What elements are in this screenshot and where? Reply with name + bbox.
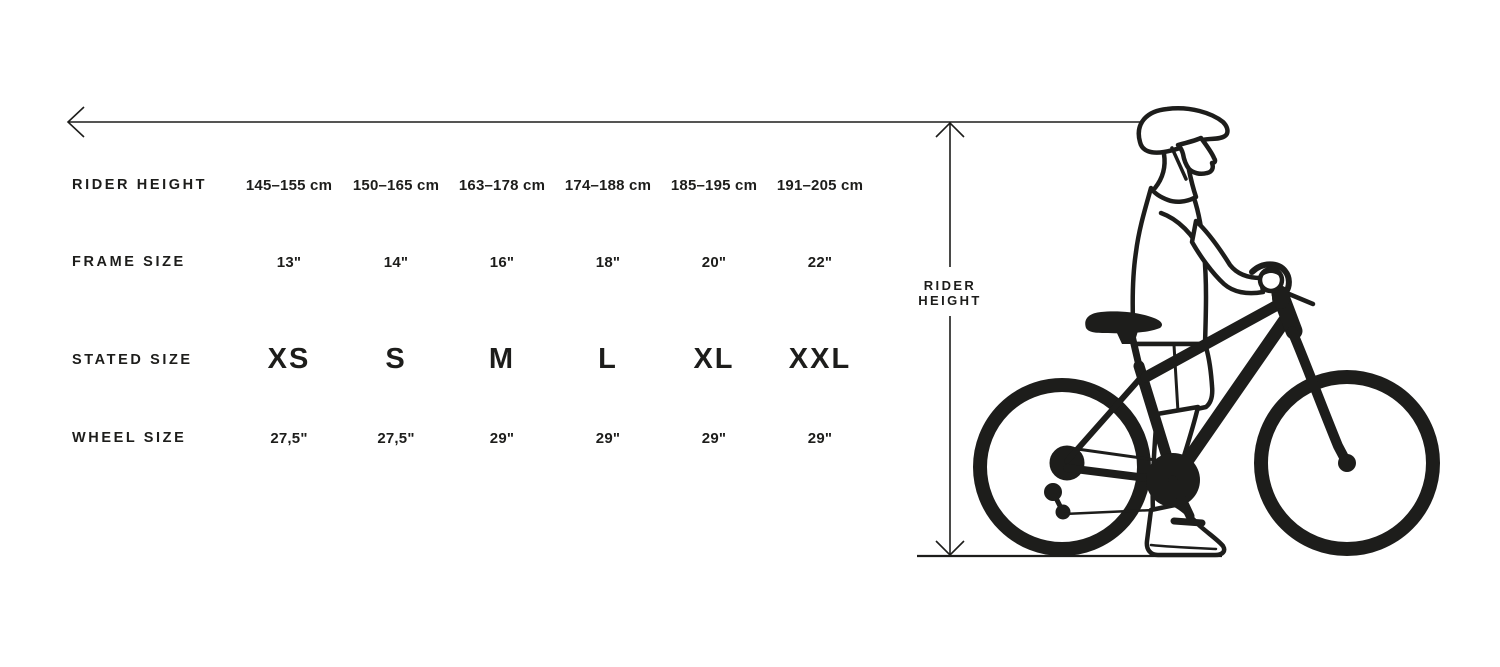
row-label-stated-size: STATED SIZE bbox=[72, 352, 193, 368]
rider-hand-group bbox=[1257, 266, 1285, 294]
table-cell: 20" bbox=[701, 254, 727, 271]
table-cell: 29" bbox=[595, 430, 621, 447]
stem-clamp bbox=[1272, 287, 1290, 309]
table-cell: XL bbox=[693, 343, 735, 375]
table-cell: 27,5" bbox=[377, 430, 415, 447]
rider-neck-back bbox=[1152, 151, 1167, 191]
rider-thumb-line bbox=[1261, 270, 1281, 276]
table-cell: 16" bbox=[489, 254, 515, 271]
pedal-icon bbox=[1170, 517, 1206, 527]
helmet-strap bbox=[1170, 146, 1188, 181]
front-wheel-icon bbox=[1254, 370, 1440, 556]
table-cell: 29" bbox=[489, 430, 515, 447]
bike-drivetrain-front bbox=[1085, 287, 1356, 527]
table-cell: 174–188 cm bbox=[564, 177, 652, 194]
rider-neck-front bbox=[1186, 167, 1199, 200]
derailleur-cage bbox=[1050, 490, 1066, 514]
fork bbox=[1287, 326, 1352, 468]
saddle-clamp bbox=[1116, 331, 1138, 344]
seat-stay bbox=[1064, 371, 1147, 464]
table-cell: 191–205 cm bbox=[776, 177, 864, 194]
table-cell: M bbox=[488, 343, 516, 375]
rider-hand bbox=[1257, 266, 1285, 294]
table-cell: XS bbox=[267, 343, 311, 375]
table-cell: XXL bbox=[788, 343, 852, 375]
table-cell: 27,5" bbox=[270, 430, 308, 447]
rider-height-measure-label: RIDER HEIGHT bbox=[890, 278, 1010, 308]
rider-face bbox=[1175, 135, 1218, 177]
rear-wheel-icon bbox=[973, 378, 1151, 556]
rider-shoe-sole-line bbox=[1149, 543, 1218, 551]
table-cell: 185–195 cm bbox=[670, 177, 758, 194]
brake-lever bbox=[1286, 291, 1316, 307]
handlebar-icon bbox=[1249, 261, 1292, 295]
measurement-arrows bbox=[66, 106, 1222, 558]
table-cell: 29" bbox=[701, 430, 727, 447]
table-cell: 14" bbox=[383, 254, 409, 271]
rider-arm bbox=[1189, 218, 1266, 296]
table-cell: S bbox=[385, 343, 407, 375]
table-cell: 13" bbox=[276, 254, 302, 271]
down-tube bbox=[1169, 310, 1294, 484]
table-cell: 163–178 cm bbox=[458, 177, 546, 194]
row-label-rider-height: RIDER HEIGHT bbox=[72, 177, 208, 193]
measure-label-line1: RIDER bbox=[923, 278, 977, 293]
table-cell: 145–155 cm bbox=[245, 177, 333, 194]
table-cell: 150–165 cm bbox=[352, 177, 440, 194]
measure-label-line2: HEIGHT bbox=[918, 293, 982, 308]
table-cell: 18" bbox=[595, 254, 621, 271]
saddle-icon bbox=[1085, 311, 1162, 334]
row-label-frame-size: FRAME SIZE bbox=[72, 254, 186, 270]
crank-arm bbox=[1168, 475, 1195, 521]
front-hub-icon bbox=[1338, 454, 1356, 472]
table-cell: 22" bbox=[807, 254, 833, 271]
rider-torso bbox=[1130, 185, 1209, 347]
bike-wheels bbox=[973, 370, 1440, 556]
table-cell: L bbox=[598, 343, 618, 375]
row-label-wheel-size: WHEEL SIZE bbox=[72, 430, 187, 446]
top-tube bbox=[1140, 297, 1287, 383]
arrowhead-left-icon bbox=[66, 106, 85, 138]
arrowhead-up-icon bbox=[935, 121, 965, 138]
table-cell: 29" bbox=[807, 430, 833, 447]
